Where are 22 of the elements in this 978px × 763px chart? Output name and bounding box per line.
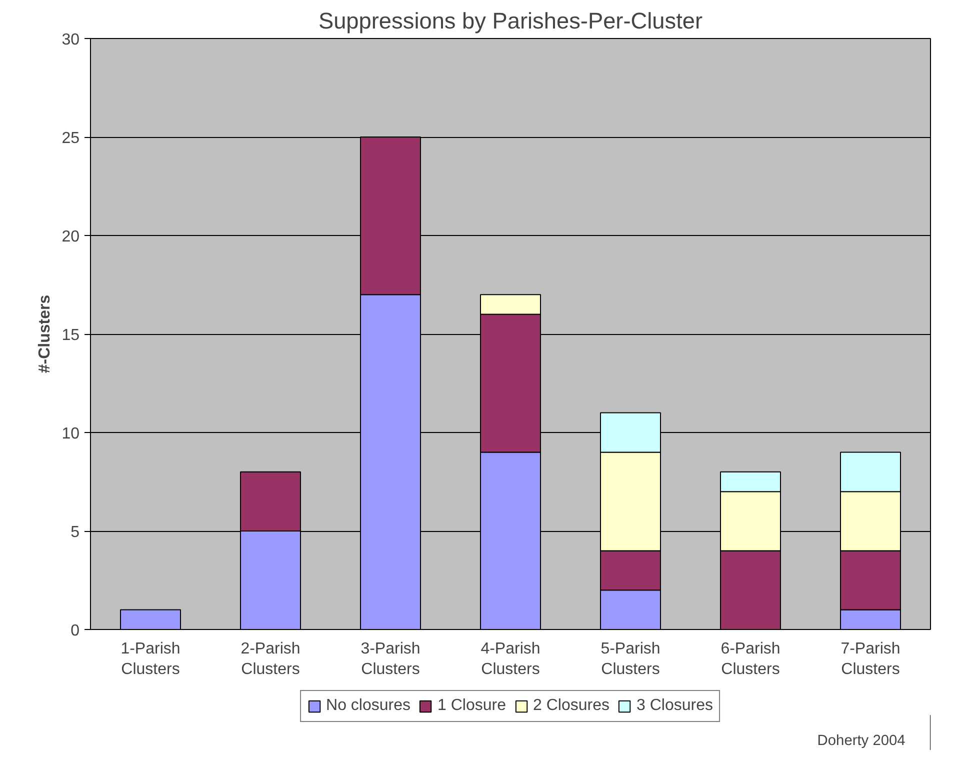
chart-title: Suppressions by Parishes-Per-Cluster xyxy=(318,8,703,34)
legend-label: 3 Closures xyxy=(636,697,713,715)
x-tick-label: 6-Parish Clusters xyxy=(720,640,780,678)
y-tick-label: 0 xyxy=(70,622,80,640)
x-tick-label: 1-Parish Clusters xyxy=(120,640,180,678)
y-tick-label: 10 xyxy=(62,426,80,442)
bar xyxy=(120,609,181,630)
text: Doherty 2004 xyxy=(817,733,906,750)
y-tick-label: 15 xyxy=(62,327,80,344)
legend-label: 1 Closure xyxy=(438,697,506,715)
y-tick-label: 20 xyxy=(62,228,80,246)
y-tick-label: 5 xyxy=(70,524,80,541)
legend-label: No closures xyxy=(326,697,411,715)
y-axis-title: #-Clusters xyxy=(36,294,54,374)
x-tick-label: 5-Parish Clusters xyxy=(600,640,660,678)
x-tick-label: 4-Parish Clusters xyxy=(480,640,540,678)
x-tick-label: 7-Parish Clusters xyxy=(840,640,900,678)
legend-label: 2 Closures xyxy=(533,697,610,715)
x-tick-label: 2-Parish Clusters xyxy=(240,640,300,678)
y-tick-label: 30 xyxy=(62,32,80,48)
y-tick-label: 25 xyxy=(62,130,80,147)
x-tick-label: 3-Parish Clusters xyxy=(360,640,420,678)
